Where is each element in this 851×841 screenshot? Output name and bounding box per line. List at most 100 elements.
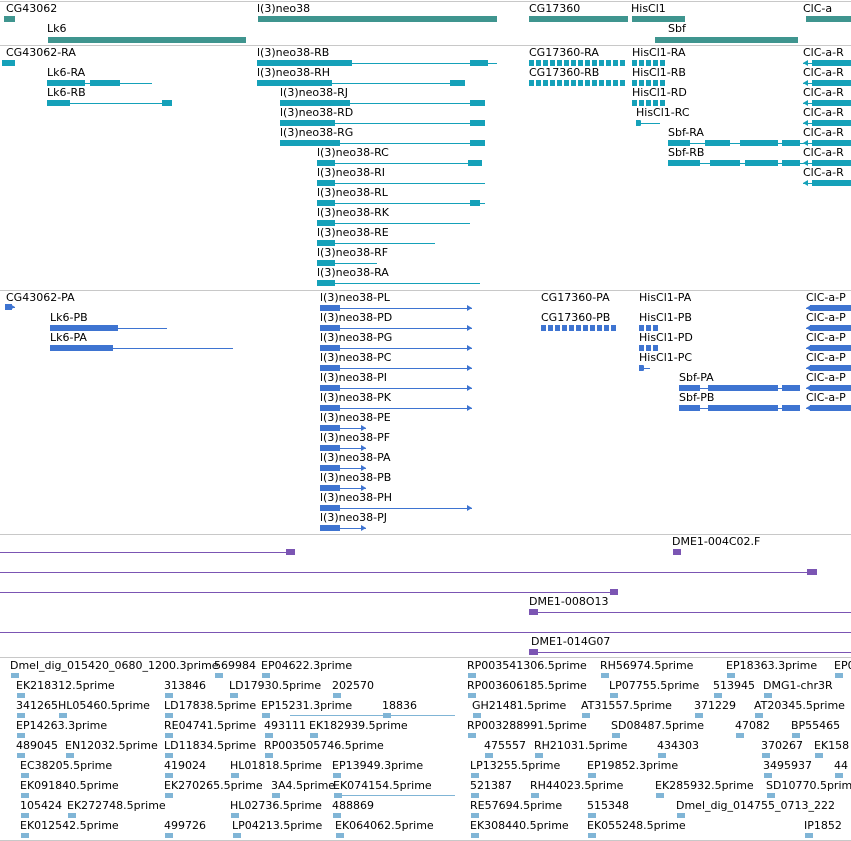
transcript-label: CG43062-RA	[6, 46, 76, 59]
exon-block	[810, 385, 851, 391]
exon-block	[812, 100, 851, 106]
strand-arrow-icon	[803, 140, 808, 146]
exon-block	[320, 345, 340, 351]
est-label: IP1852	[804, 819, 842, 832]
exon-block	[257, 60, 352, 66]
intron-line	[317, 283, 480, 284]
exon-block	[320, 445, 340, 451]
transcript-label: Lk6-RA	[47, 66, 86, 79]
est-label: Dmel_dig_014755_0713_222	[676, 799, 836, 812]
est-feature	[601, 672, 609, 678]
est-label: EK308440.5prime	[470, 819, 569, 832]
transcript-label: ClC-a-R	[803, 106, 844, 119]
gene-label: ClC-a	[803, 2, 833, 15]
exon-block	[320, 325, 340, 331]
clone-end	[286, 549, 295, 555]
est-feature	[310, 732, 318, 738]
transcript-label: l(3)neo38-RB	[257, 46, 330, 59]
exon-block	[668, 160, 700, 166]
est-feature	[714, 692, 722, 698]
est-label: RP003505746.5prime	[264, 739, 384, 752]
est-feature	[231, 812, 239, 818]
est-label: EP19852.3prime	[587, 759, 679, 772]
exon-cluster	[632, 100, 665, 106]
exon-block	[782, 160, 800, 166]
strand-arrow-icon	[639, 365, 644, 371]
intron-line	[290, 715, 455, 716]
est-label: 475557	[484, 739, 526, 752]
est-label: RH21031.5prime	[534, 739, 628, 752]
est-feature	[165, 732, 173, 738]
strand-arrow-icon	[280, 120, 285, 126]
strand-arrow-icon	[317, 260, 322, 266]
est-feature	[230, 692, 238, 698]
transcript-label: l(3)neo38-RI	[317, 166, 385, 179]
est-label: EK074154.5prime	[333, 779, 432, 792]
est-label: 371229	[694, 699, 736, 712]
gene-label: Lk6	[47, 22, 67, 35]
protein-label: l(3)neo38-PC	[320, 351, 392, 364]
exon-block	[810, 365, 851, 371]
transcript-label: l(3)neo38-RA	[317, 266, 389, 279]
est-label: 47082	[735, 719, 770, 732]
est-label: 18836	[382, 699, 417, 712]
exon-block	[90, 80, 120, 86]
gene-label: CG17360	[529, 2, 581, 15]
est-label: EP18363.3prime	[726, 659, 818, 672]
exon-block	[470, 200, 480, 206]
intron-line	[280, 103, 485, 104]
est-label: AT31557.5prime	[581, 699, 672, 712]
est-label: EP15231.3prime	[261, 699, 353, 712]
est-label: AT20345.5prime	[754, 699, 845, 712]
exon-block	[320, 365, 340, 371]
intron-line	[317, 203, 485, 204]
protein-label: HisCl1-PB	[639, 311, 692, 324]
est-label: RH56974.5prime	[600, 659, 694, 672]
strand-arrow-icon	[679, 405, 684, 411]
transcript-label: ClC-a-R	[803, 46, 844, 59]
strand-arrow-icon	[806, 325, 811, 331]
strand-arrow-icon	[467, 345, 472, 351]
est-feature	[610, 692, 618, 698]
exon-block	[470, 100, 485, 106]
est-feature	[165, 792, 173, 798]
exon-block	[317, 260, 335, 266]
intron-line	[257, 63, 497, 64]
strand-arrow-icon	[806, 345, 811, 351]
strand-arrow-icon	[806, 365, 811, 371]
transcript-label: Sbf-RB	[668, 146, 705, 159]
est-feature	[165, 772, 173, 778]
strand-arrow-icon	[467, 385, 472, 391]
est-label: EK091840.5prime	[20, 779, 119, 792]
est-feature	[165, 752, 173, 758]
est-label: EK064062.5prime	[335, 819, 434, 832]
intron-line	[636, 123, 660, 124]
est-label: GH21481.5prime	[472, 699, 567, 712]
strand-arrow-icon	[467, 325, 472, 331]
exon-cluster	[529, 60, 625, 66]
transcript-label: l(3)neo38-RF	[317, 246, 389, 259]
est-feature	[835, 672, 843, 678]
strand-arrow-icon	[317, 220, 322, 226]
gene-bar	[529, 16, 628, 22]
est-label: RE57694.5prime	[470, 799, 563, 812]
est-feature	[336, 832, 344, 838]
exon-block	[320, 525, 340, 531]
strand-arrow-icon	[280, 100, 285, 106]
clone-label: DME1-004C02.F	[672, 535, 761, 548]
est-label: 3495937	[763, 759, 812, 772]
protein-label: ClC-a-P	[806, 351, 846, 364]
est-feature	[165, 692, 173, 698]
exon-block	[782, 405, 800, 411]
intron-line	[0, 552, 295, 553]
est-label: Dmel_dig_015420_0680_1200.3prime	[10, 659, 219, 672]
est-label: RE04741.5prime	[164, 719, 257, 732]
strand-arrow-icon	[467, 305, 472, 311]
est-label: 489045	[16, 739, 58, 752]
gene-bar	[48, 37, 246, 43]
strand-arrow-icon	[679, 385, 684, 391]
exon-block	[257, 80, 332, 86]
exon-block	[320, 485, 340, 491]
est-feature	[677, 812, 685, 818]
protein-label: CG43062-PA	[6, 291, 75, 304]
